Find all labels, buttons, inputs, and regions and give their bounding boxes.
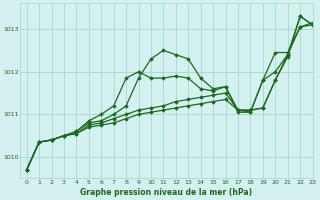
X-axis label: Graphe pression niveau de la mer (hPa): Graphe pression niveau de la mer (hPa) xyxy=(80,188,252,197)
